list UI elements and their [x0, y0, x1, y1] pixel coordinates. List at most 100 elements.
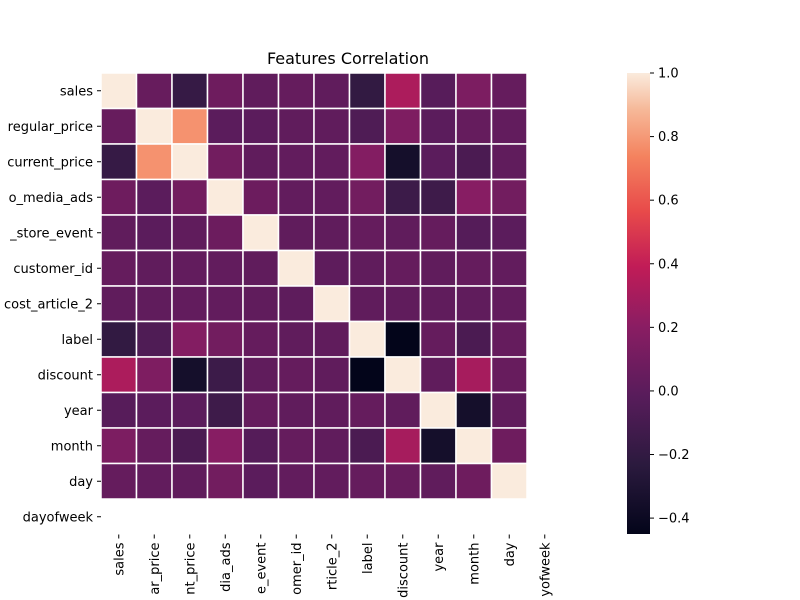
- heatmap-cell: [313, 356, 351, 394]
- heatmap-cell: [348, 178, 386, 216]
- heatmap-cell: [348, 249, 386, 287]
- heatmap-cell: [135, 356, 173, 394]
- heatmap-cell: [455, 285, 493, 323]
- column-label: sales: [112, 542, 127, 575]
- row-label: customer_id: [13, 262, 93, 277]
- row-label: day: [69, 475, 93, 490]
- heatmap-cell: [384, 107, 422, 145]
- heatmap-cell: [206, 391, 244, 429]
- heatmap-cell: [100, 72, 138, 110]
- heatmap-cell: [135, 285, 173, 323]
- heatmap-cell: [277, 214, 315, 252]
- row-label: year: [64, 404, 94, 419]
- heatmap-cell: [206, 143, 244, 181]
- heatmap-cell: [171, 178, 209, 216]
- heatmap-cell: [490, 72, 528, 110]
- heatmap-cell: [277, 320, 315, 358]
- heatmap-cell: [455, 391, 493, 429]
- heatmap-cell: [455, 178, 493, 216]
- heatmap-cell: [419, 356, 457, 394]
- heatmap-cell: [490, 249, 528, 287]
- column-label: month: [467, 543, 482, 585]
- colorbar-tick-label: 0.8: [658, 130, 679, 145]
- heatmap-cell: [313, 391, 351, 429]
- heatmap-cell: [242, 143, 280, 181]
- column-labels: sales ar_price nt_price dia_ads e_event omer_…: [112, 534, 553, 598]
- heatmap-cell: [490, 356, 528, 394]
- heatmap-cell: [455, 72, 493, 110]
- row-label: current_price: [7, 155, 93, 170]
- heatmap-cell: [277, 356, 315, 394]
- heatmap-cell: [100, 107, 138, 145]
- heatmap-cell: [135, 249, 173, 287]
- heatmap-cell: [455, 427, 493, 465]
- heatmap-cell: [455, 107, 493, 145]
- heatmap-cell: [100, 285, 138, 323]
- heatmap-cell: [242, 462, 280, 500]
- heatmap-cell: [100, 143, 138, 181]
- heatmap-cell: [277, 249, 315, 287]
- heatmap-cell: [313, 143, 351, 181]
- heatmap-cell: [206, 320, 244, 358]
- chart-title: Features Correlation: [267, 49, 429, 68]
- heatmap-cell: [419, 391, 457, 429]
- heatmap-cell: [490, 107, 528, 145]
- colorbar-tick-label: 0.4: [658, 257, 679, 272]
- heatmap-cell: [171, 427, 209, 465]
- heatmap-cell: [384, 143, 422, 181]
- colorbar-tick-label: 0.0: [658, 384, 679, 399]
- heatmap-cell: [135, 107, 173, 145]
- heatmap-cell: [490, 462, 528, 500]
- heatmap-cells: [100, 72, 528, 500]
- heatmap-cell: [490, 285, 528, 323]
- heatmap-cell: [135, 214, 173, 252]
- heatmap-cell: [490, 214, 528, 252]
- heatmap-cell: [313, 249, 351, 287]
- row-label: cost_article_2: [4, 297, 93, 312]
- heatmap-cell: [100, 391, 138, 429]
- heatmap-cell: [206, 72, 244, 110]
- heatmap-cell: [384, 356, 422, 394]
- heatmap-cell: [419, 143, 457, 181]
- column-label: e_event: [254, 543, 269, 595]
- heatmap-cell: [313, 462, 351, 500]
- heatmap-cell: [242, 427, 280, 465]
- heatmap-cell: [171, 249, 209, 287]
- heatmap-cell: [384, 249, 422, 287]
- colorbar-tick-label: 0.2: [658, 321, 679, 336]
- heatmap-cell: [171, 462, 209, 500]
- heatmap-cell: [242, 356, 280, 394]
- heatmap-cell: [384, 320, 422, 358]
- heatmap-cell: [242, 107, 280, 145]
- heatmap-cell: [242, 285, 280, 323]
- heatmap-cell: [242, 214, 280, 252]
- heatmap-cell: [419, 107, 457, 145]
- heatmap-cell: [135, 320, 173, 358]
- heatmap-cell: [242, 391, 280, 429]
- heatmap-cell: [384, 285, 422, 323]
- heatmap-cell: [490, 320, 528, 358]
- heatmap-cell: [135, 391, 173, 429]
- heatmap-cell: [100, 214, 138, 252]
- heatmap-cell: [490, 391, 528, 429]
- row-label: dayofweek: [23, 510, 94, 525]
- row-labels: sales regular_price current_price o_media_a…: [4, 84, 101, 525]
- heatmap-cell: [419, 462, 457, 500]
- heatmap-cell: [206, 178, 244, 216]
- heatmap-cell: [348, 214, 386, 252]
- row-label: month: [51, 439, 93, 454]
- heatmap-cell: [100, 356, 138, 394]
- heatmap-cell: [100, 249, 138, 287]
- heatmap-cell: [135, 72, 173, 110]
- heatmap-cell: [384, 178, 422, 216]
- heatmap-cell: [455, 320, 493, 358]
- colorbar-gradient: [627, 73, 650, 534]
- heatmap-cell: [277, 107, 315, 145]
- heatmap-cell: [490, 143, 528, 181]
- heatmap-cell: [206, 356, 244, 394]
- heatmap-cell: [313, 320, 351, 358]
- heatmap-cell: [277, 427, 315, 465]
- colorbar: −0.4 −0.2 0.0 0.2 0.4 0.6 0.8 1.0: [627, 67, 690, 534]
- row-label: regular_price: [8, 120, 93, 135]
